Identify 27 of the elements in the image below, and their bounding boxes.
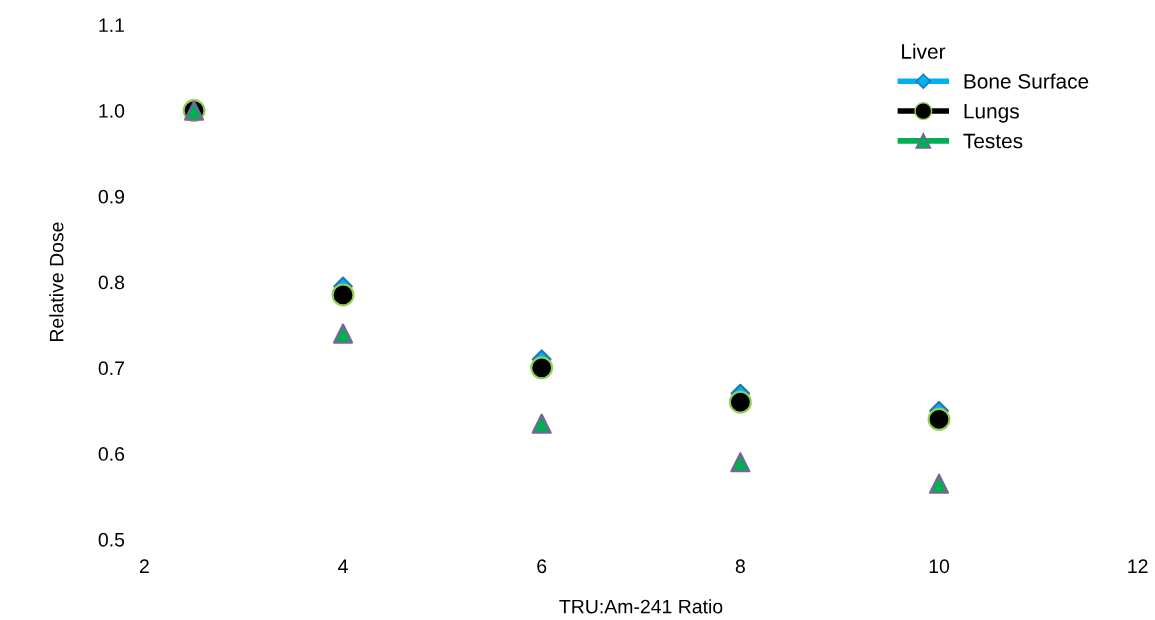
point [730,452,751,473]
point [331,283,355,307]
x-tick-label: 2 [139,559,149,573]
y-tick-label: 0.8 [98,275,125,290]
y-tick-label: 1.0 [99,104,125,118]
x-tick-label: 6 [537,559,547,574]
legend-label: Bone Surface [964,73,1089,89]
y-tick-label: 1.1 [99,18,124,32]
legend-label: Lungs [964,103,1019,123]
point [530,356,554,380]
point [927,407,951,431]
y-tick-label: 0.6 [98,447,125,461]
x-tick-label: 4 [338,559,348,573]
point [728,390,752,414]
y-axis-title: Relative Dose [49,222,64,342]
x-axis-title: TRU:Am-241 Ratio [559,599,723,614]
point [531,413,552,434]
y-tick-label: 0.7 [98,361,124,376]
y-tick-label: 0.5 [98,532,125,547]
y-tick-label: 0.9 [98,189,125,204]
point [928,473,950,494]
legend-title: Liver [902,43,946,59]
x-tick-label: 8 [735,559,745,574]
x-tick-label: 12 [1128,559,1148,573]
point [332,323,354,344]
x-tick-label: 10 [929,559,950,574]
legend-label: Testes [963,133,1023,149]
